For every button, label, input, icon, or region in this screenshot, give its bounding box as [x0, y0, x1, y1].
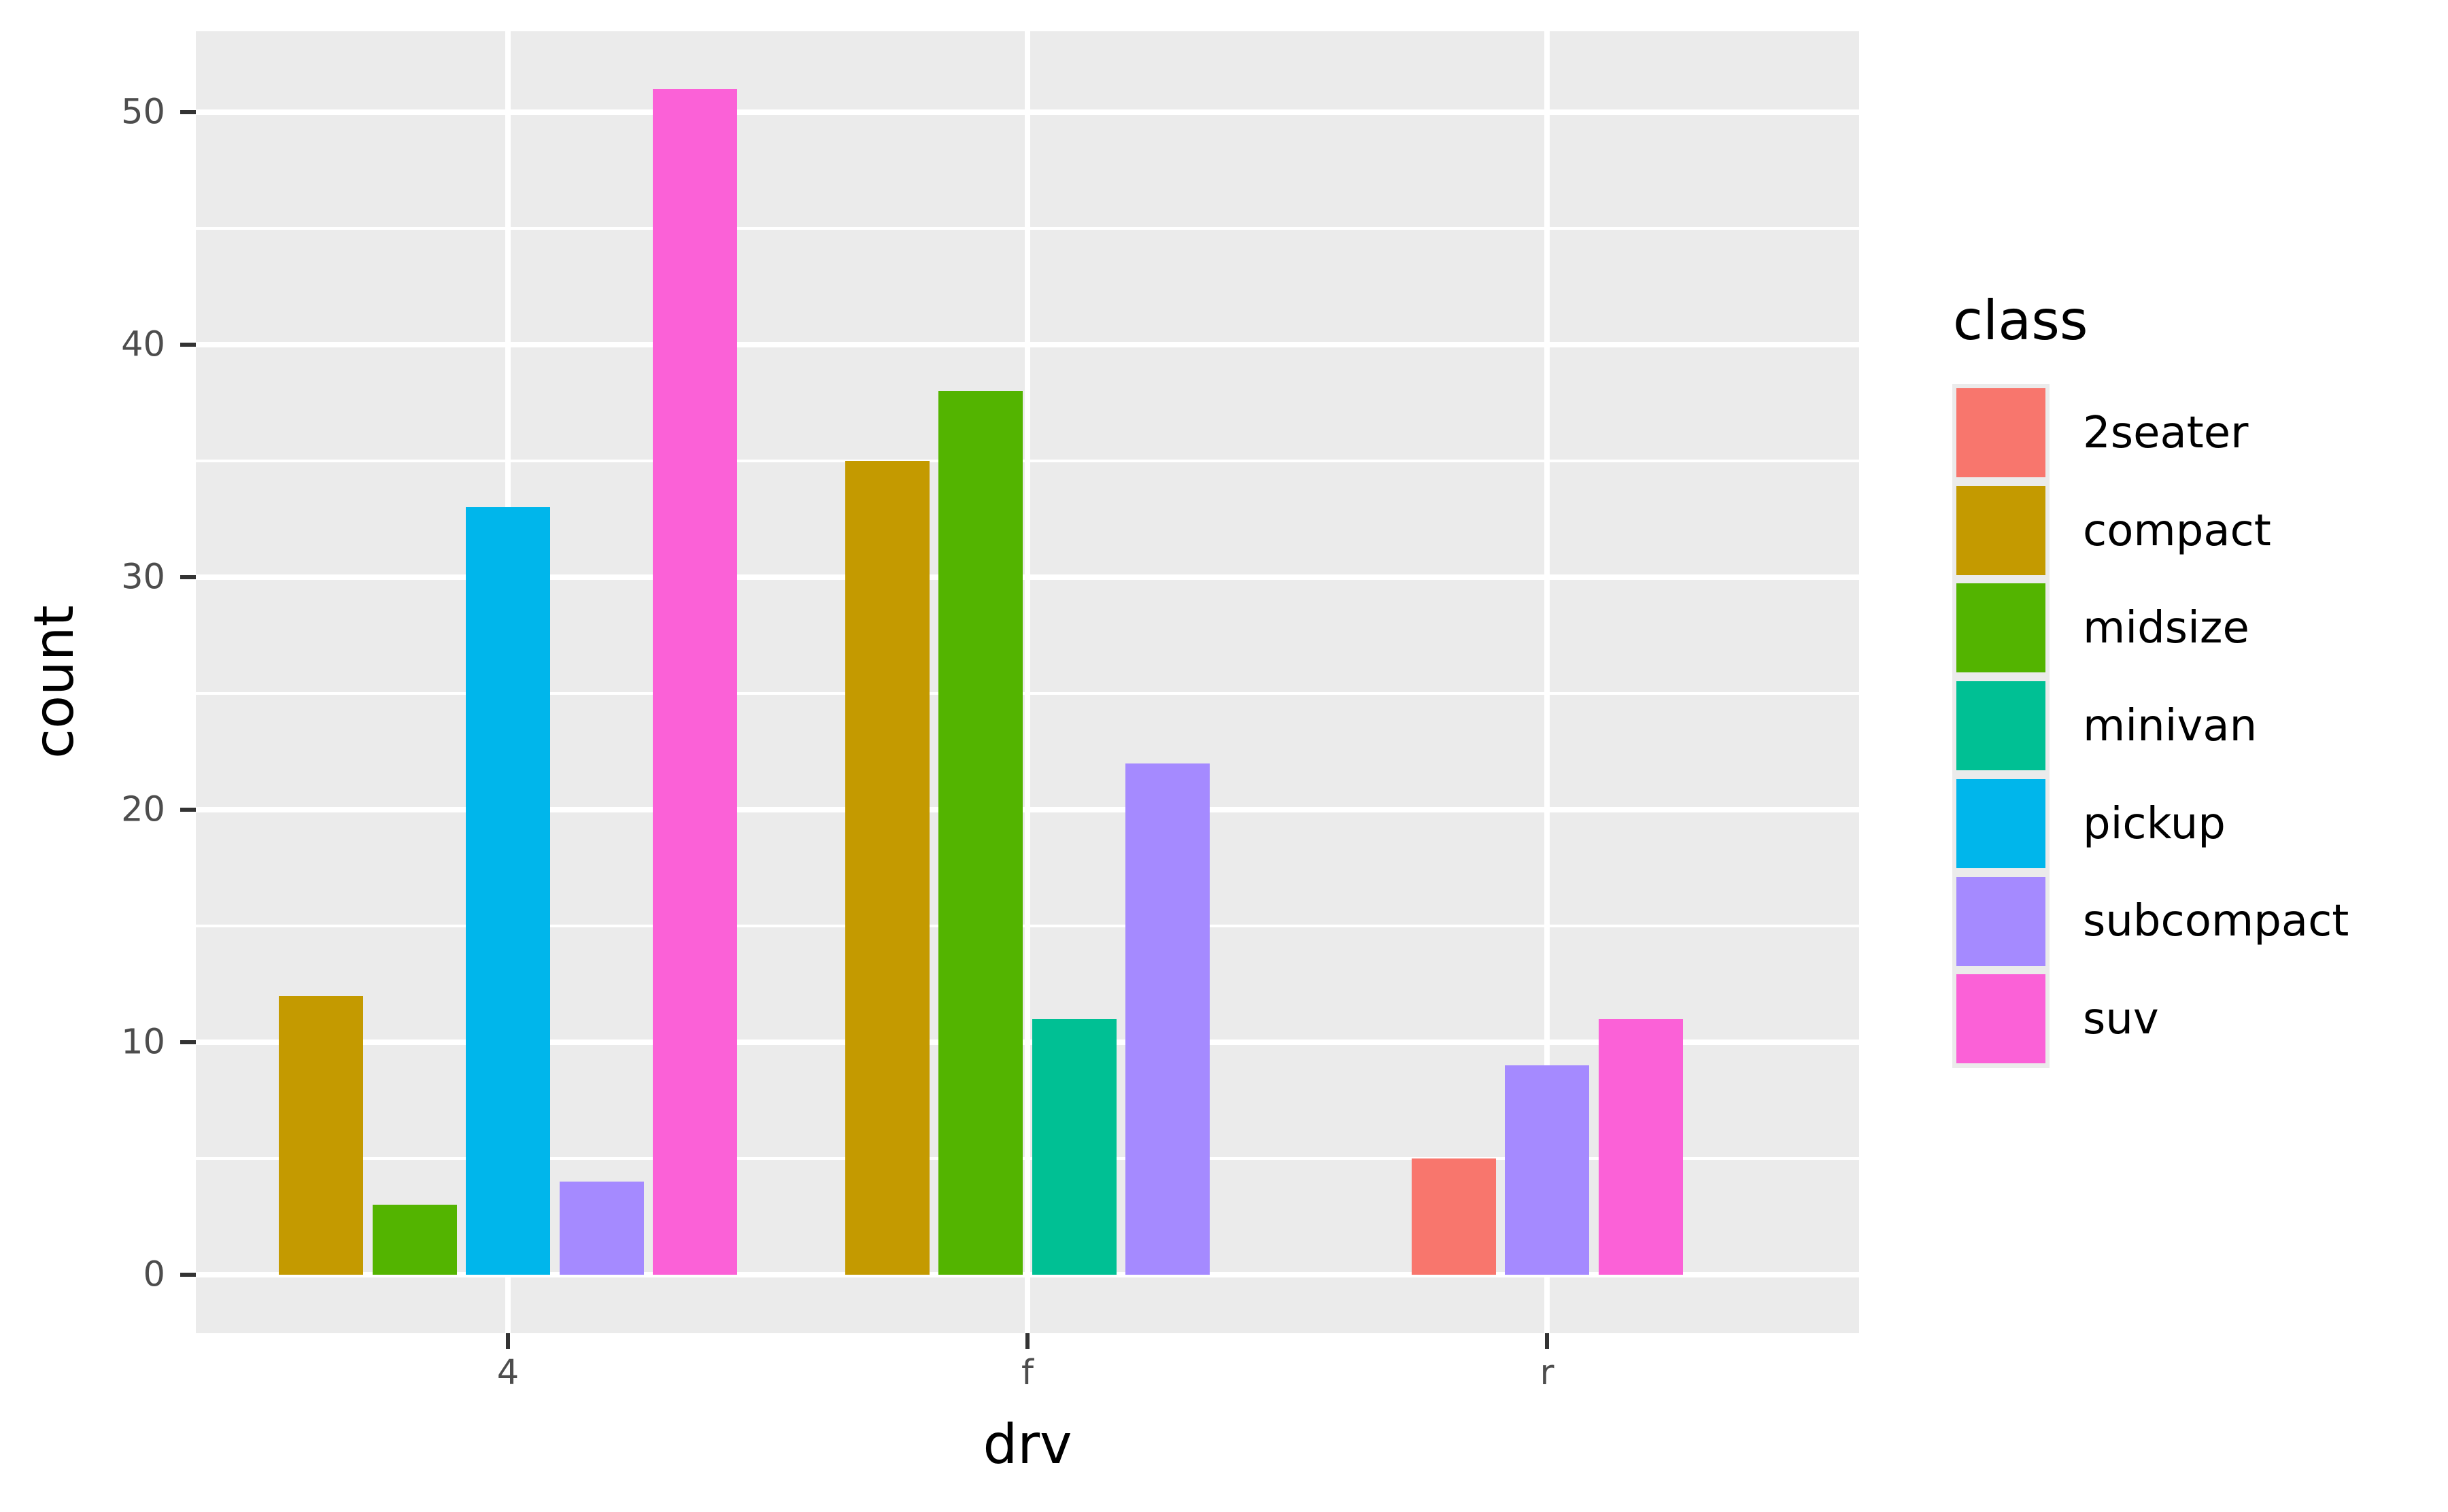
legend-swatch-subcompact	[1956, 876, 2045, 966]
bar-4-suv	[653, 88, 737, 1275]
legend-label-compact: compact	[2083, 505, 2271, 556]
legend-label-suv: suv	[2083, 994, 2159, 1045]
legend-key-column	[1952, 384, 2050, 1068]
legend-label-pickup: pickup	[2083, 798, 2226, 849]
legend-label-subcompact: subcompact	[2083, 896, 2349, 947]
bar-4-pickup	[466, 507, 550, 1275]
y-tick-label: 50	[121, 92, 165, 133]
y-tick-label: 30	[121, 557, 165, 598]
y-tick-mark	[180, 1040, 196, 1044]
bar-4-subcompact	[559, 1182, 644, 1275]
plot-panel	[196, 31, 1859, 1333]
legend-swatch-2seater	[1956, 388, 2045, 477]
legend-swatch-minivan	[1956, 681, 2045, 771]
legend-swatch-compact	[1956, 485, 2045, 575]
y-tick-label: 20	[121, 789, 165, 830]
x-tick-mark	[1545, 1333, 1549, 1349]
bar-r-subcompact	[1505, 1065, 1589, 1275]
vertical-gridline	[1544, 31, 1550, 1333]
legend-label-midsize: midsize	[2083, 603, 2249, 654]
bar-f-subcompact	[1125, 763, 1210, 1275]
x-tick-label: 4	[496, 1353, 520, 1393]
bar-4-compact	[279, 995, 363, 1275]
x-tick-mark	[1025, 1333, 1030, 1349]
x-tick-mark	[506, 1333, 510, 1349]
x-axis-title: drv	[983, 1413, 1072, 1476]
y-tick-mark	[180, 343, 196, 347]
legend-swatch-pickup	[1956, 778, 2045, 868]
x-tick-label: f	[1021, 1353, 1034, 1393]
legend-label-minivan: minivan	[2083, 700, 2258, 751]
legend-title: class	[1953, 289, 2088, 352]
legend-swatch-suv	[1956, 974, 2045, 1064]
bar-r-suv	[1598, 1018, 1683, 1275]
y-tick-label: 40	[121, 324, 165, 365]
y-tick-label: 0	[143, 1254, 165, 1295]
y-tick-mark	[180, 1273, 196, 1277]
y-tick-mark	[180, 110, 196, 114]
y-tick-label: 10	[121, 1022, 165, 1063]
x-tick-label: r	[1540, 1353, 1554, 1393]
legend-swatch-midsize	[1956, 583, 2045, 673]
vertical-gridline	[1025, 31, 1030, 1333]
y-tick-mark	[180, 808, 196, 812]
bar-4-midsize	[372, 1205, 457, 1275]
bar-f-compact	[845, 461, 930, 1275]
bar-f-midsize	[938, 391, 1023, 1275]
legend-label-2seater: 2seater	[2083, 407, 2249, 458]
bar-r-2seater	[1411, 1158, 1496, 1275]
bar-f-minivan	[1032, 1018, 1117, 1275]
y-tick-mark	[180, 575, 196, 579]
y-axis-title: count	[22, 605, 86, 759]
